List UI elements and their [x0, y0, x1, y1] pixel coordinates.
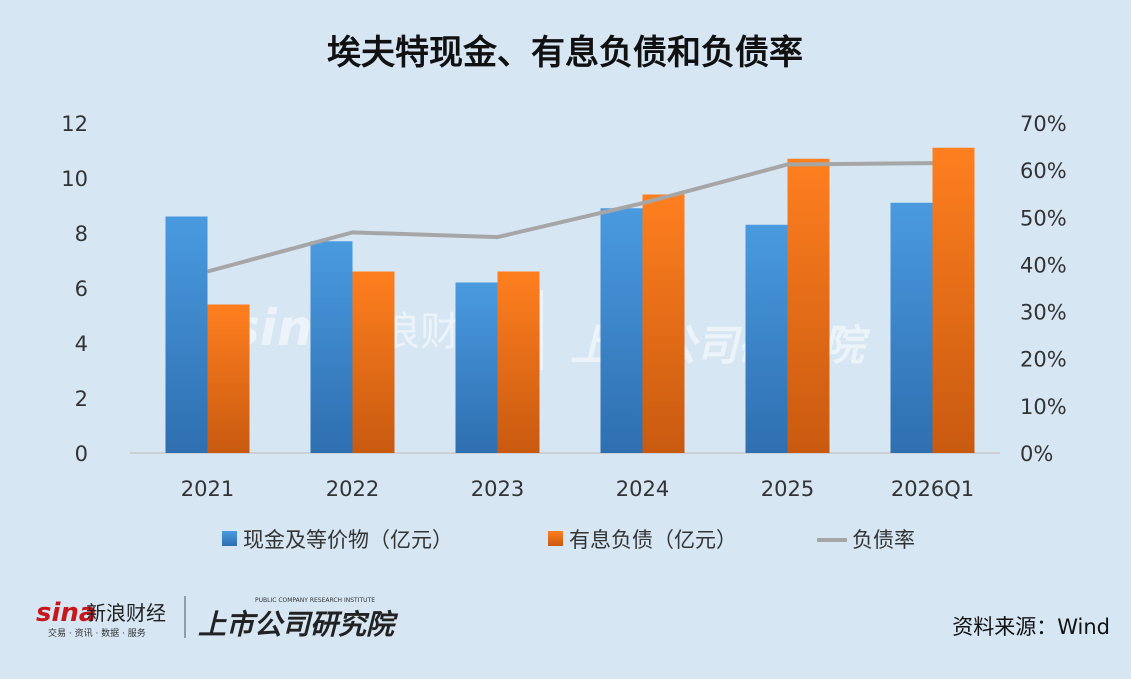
x-axis: 2021 2022 2023 2024 2025 2026Q1 — [181, 477, 974, 501]
legend-swatch-cash — [222, 531, 237, 546]
bar-cash — [455, 282, 498, 453]
sina-logo-cn: 新浪财经 — [86, 601, 166, 625]
sina-logo-sub: 交易 · 资讯 · 数据 · 服务 — [48, 627, 146, 639]
x-tick-label: 2021 — [181, 477, 234, 501]
institute-logo-en: PUBLIC COMPANY RESEARCH INSTITUTE — [255, 597, 375, 604]
left-tick-label: 10 — [61, 167, 88, 191]
right-tick-label: 10% — [1020, 395, 1067, 419]
bar-debt — [932, 147, 975, 453]
right-tick-label: 0% — [1020, 442, 1053, 466]
x-tick-label: 2022 — [326, 477, 379, 501]
source-note: 资料来源：Wind — [952, 615, 1110, 639]
legend-label-cash: 现金及等价物（亿元） — [243, 528, 453, 552]
bar-debt — [207, 304, 250, 453]
bar-cash — [890, 202, 933, 453]
chart-title: 埃夫特现金、有息负债和负债率 — [327, 33, 803, 73]
debt-ratio-line — [206, 161, 933, 274]
x-tick-label: 2026Q1 — [891, 477, 974, 501]
right-tick-label: 70% — [1020, 112, 1067, 136]
legend-item-cash: 现金及等价物（亿元） — [222, 528, 453, 552]
bar-debt — [497, 271, 540, 453]
right-tick-label: 40% — [1020, 253, 1067, 277]
x-tick-label: 2025 — [761, 477, 814, 501]
right-tick-label: 60% — [1020, 159, 1067, 183]
bars — [165, 147, 975, 453]
left-axis: 0 2 4 6 8 10 12 — [61, 112, 88, 466]
legend-swatch-debt — [548, 531, 563, 546]
left-tick-label: 8 — [75, 222, 88, 246]
x-tick-label: 2024 — [616, 477, 669, 501]
left-tick-label: 2 — [75, 387, 88, 411]
bar-debt — [352, 271, 395, 453]
footer-logos: sina 新浪财经 交易 · 资讯 · 数据 · 服务 PUBLIC COMPA… — [36, 596, 399, 641]
bar-cash — [310, 241, 353, 453]
left-tick-label: 6 — [75, 277, 88, 301]
left-tick-label: 12 — [61, 112, 88, 136]
legend-item-ratio: 负债率 — [817, 528, 915, 552]
bar-cash — [600, 208, 643, 453]
right-axis: 0% 10% 20% 30% 40% 50% 60% 70% — [1020, 112, 1067, 466]
legend-label-ratio: 负债率 — [852, 528, 915, 552]
legend-label-debt: 有息负债（亿元） — [569, 528, 737, 552]
right-tick-label: 50% — [1020, 206, 1067, 230]
bar-debt — [787, 158, 830, 453]
right-tick-label: 20% — [1020, 348, 1067, 372]
bar-cash — [745, 224, 788, 453]
bar-debt — [642, 194, 685, 453]
bar-cash — [165, 216, 208, 453]
sina-logo: sina — [36, 598, 96, 628]
x-tick-label: 2023 — [471, 477, 524, 501]
legend-item-debt: 有息负债（亿元） — [548, 528, 737, 552]
watermark-divider — [540, 290, 543, 370]
legend: 现金及等价物（亿元） 有息负债（亿元） 负债率 — [222, 528, 915, 552]
institute-logo: 上市公司研究院 — [198, 608, 399, 641]
left-tick-label: 4 — [75, 332, 88, 356]
debt-ratio-polyline — [206, 161, 933, 274]
left-tick-label: 0 — [75, 442, 88, 466]
right-tick-label: 30% — [1020, 301, 1067, 325]
